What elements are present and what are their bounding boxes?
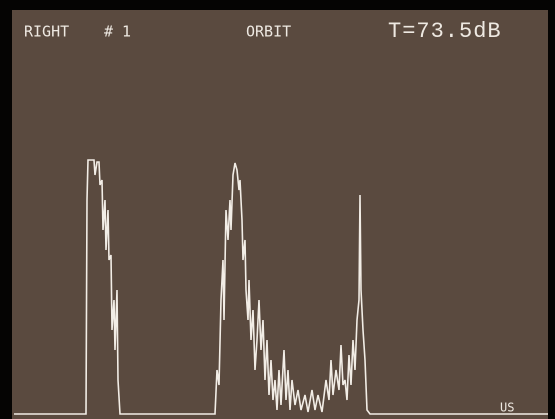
unit-label: US xyxy=(500,401,514,415)
page: RIGHT # 1 ORBIT T=73.5dB US (() => { con… xyxy=(0,0,555,419)
mode-label: ORBIT xyxy=(246,23,291,41)
screen-photo: RIGHT # 1 ORBIT T=73.5dB US xyxy=(0,0,555,419)
gain-label: T=73.5dB xyxy=(388,19,502,44)
side-label: RIGHT xyxy=(24,23,69,41)
display xyxy=(12,10,548,419)
probe-number: # 1 xyxy=(104,23,131,41)
